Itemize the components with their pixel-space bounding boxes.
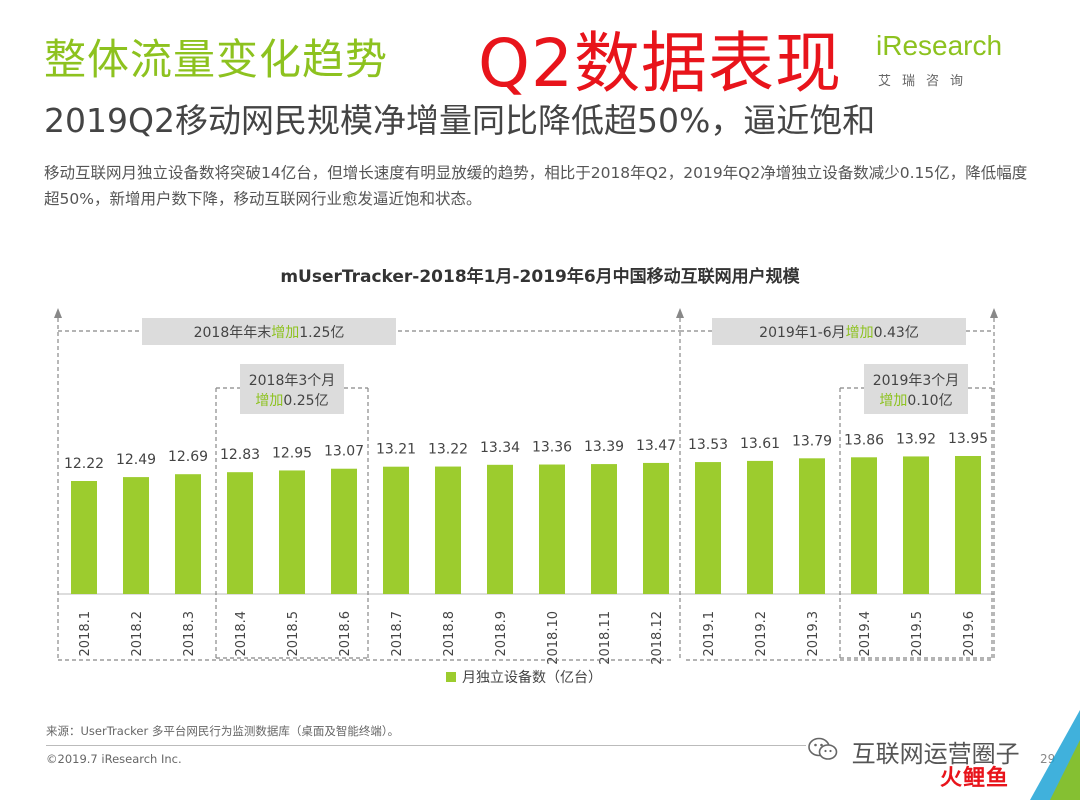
tick-label-2018.5: 2018.5 [286, 611, 301, 657]
watermark-text: 互联网运营圈子 [851, 740, 1020, 768]
data-label-2018.3: 12.69 [168, 449, 208, 465]
tick-label-2018.6: 2018.6 [338, 611, 353, 657]
data-label-2018.11: 13.39 [584, 439, 624, 455]
copyright: ©2019.7 iResearch Inc. [46, 752, 182, 766]
bar-2018.3 [175, 474, 201, 594]
corner-decoration [1030, 710, 1080, 800]
bar-2018.9 [487, 464, 513, 594]
wechat-icon [808, 736, 838, 768]
watermark-logo: 火鲤鱼 [940, 766, 1010, 791]
bar-2019.3 [799, 458, 825, 594]
tick-label-2018.12: 2018.12 [650, 611, 665, 665]
tick-label-2018.1: 2018.1 [78, 611, 93, 657]
bar-2019.4 [851, 457, 877, 594]
footer-divider [46, 745, 806, 746]
bar-2018.4 [227, 472, 253, 594]
tick-label-2019.5: 2019.5 [910, 611, 925, 657]
tick-label-2018.8: 2018.8 [442, 611, 457, 657]
bar-2019.2 [747, 460, 773, 594]
data-label-2018.6: 13.07 [324, 444, 364, 460]
annotation-line2-q2018: 增加0.25亿 [255, 393, 328, 409]
description: 移动互联网月独立设备数将突破14亿台，但增长速度有明显放缓的趋势，相比于2018… [44, 164, 1028, 208]
bar-2018.6 [331, 468, 357, 594]
bar-2018.12 [643, 462, 669, 594]
tick-label-2018.3: 2018.3 [182, 611, 197, 657]
tick-label-2019.2: 2019.2 [754, 611, 769, 657]
annotation-box-q2019 [864, 364, 968, 414]
annotation-line1-q2018: 2018年3个月 [249, 373, 336, 389]
tick-label-2019.4: 2019.4 [858, 611, 873, 657]
bar-2018.1 [71, 481, 97, 594]
tick-label-2019.1: 2019.1 [702, 611, 717, 657]
bar-2018.7 [383, 466, 409, 594]
annotation-line1-q2019: 2019年3个月 [873, 373, 960, 389]
highlight-title: Q2数据表现 [478, 25, 842, 102]
annotation-line2-q2019: 增加0.10亿 [879, 393, 952, 409]
annotation-box-q2018 [240, 364, 344, 414]
data-label-2019.6: 13.95 [948, 431, 988, 447]
bar-2018.10 [539, 464, 565, 594]
tick-label-2018.2: 2018.2 [130, 611, 145, 657]
bar-2018.8 [435, 466, 461, 594]
arrow-0 [54, 308, 62, 318]
annotation-box-2018 [142, 318, 396, 345]
bar-2019.6 [955, 456, 981, 594]
bar-2018.2 [123, 477, 149, 594]
tick-label-2019.6: 2019.6 [962, 611, 977, 657]
data-label-2018.8: 13.22 [428, 442, 468, 458]
tick-label-2019.3: 2019.3 [806, 611, 821, 657]
data-label-2019.1: 13.53 [688, 437, 728, 453]
data-label-2019.5: 13.92 [896, 431, 936, 447]
data-label-2018.2: 12.49 [116, 452, 156, 468]
tick-label-2018.10: 2018.10 [546, 611, 561, 665]
tick-label-2018.4: 2018.4 [234, 611, 249, 657]
data-label-2018.9: 13.34 [480, 440, 520, 456]
data-label-2019.3: 13.79 [792, 433, 832, 449]
brand-subtitle: 艾瑞咨询 [878, 74, 975, 89]
brand-logo: iResearch 艾瑞咨询 [876, 30, 1026, 100]
data-label-2018.4: 12.83 [220, 447, 260, 463]
data-label-2018.1: 12.22 [64, 456, 104, 472]
bar-2018.5 [279, 470, 305, 594]
data-label-2018.5: 12.95 [272, 445, 312, 461]
tick-label-2018.9: 2018.9 [494, 611, 509, 657]
data-label-2019.4: 13.86 [844, 432, 884, 448]
data-label-2019.2: 13.61 [740, 436, 780, 452]
watermark: 互联网运营圈子 [808, 734, 1020, 774]
arrow-1 [676, 308, 684, 318]
bar-2019.5 [903, 456, 929, 594]
brand-name: iResearch [876, 30, 1003, 61]
annotation-text-2019: 2019年1-6月增加0.43亿 [759, 325, 919, 341]
arrow-2 [990, 308, 998, 318]
tick-label-2018.11: 2018.11 [598, 611, 613, 665]
data-label-2018.12: 13.47 [636, 438, 676, 454]
headline: 2019Q2移动网民规模净增量同比降低超50%，逼近饱和 [44, 101, 876, 140]
annotation-box-2019 [712, 318, 966, 345]
bar-2019.1 [695, 462, 721, 594]
legend-swatch [446, 672, 456, 682]
section-title: 整体流量变化趋势 [44, 35, 389, 84]
data-label-2018.7: 13.21 [376, 442, 416, 458]
chart-title: mUserTracker-2018年1月-2019年6月中国移动互联网用户规模 [280, 266, 800, 287]
data-label-2018.10: 13.36 [532, 440, 572, 456]
tick-label-2018.7: 2018.7 [390, 611, 405, 657]
annotation-text-2018: 2018年年末增加1.25亿 [194, 325, 345, 341]
source-note: 来源：UserTracker 多平台网民行为监测数据库（桌面及智能终端）。 [46, 724, 400, 738]
legend-label: 月独立设备数（亿台） [462, 669, 602, 686]
bar-2018.11 [591, 464, 617, 594]
